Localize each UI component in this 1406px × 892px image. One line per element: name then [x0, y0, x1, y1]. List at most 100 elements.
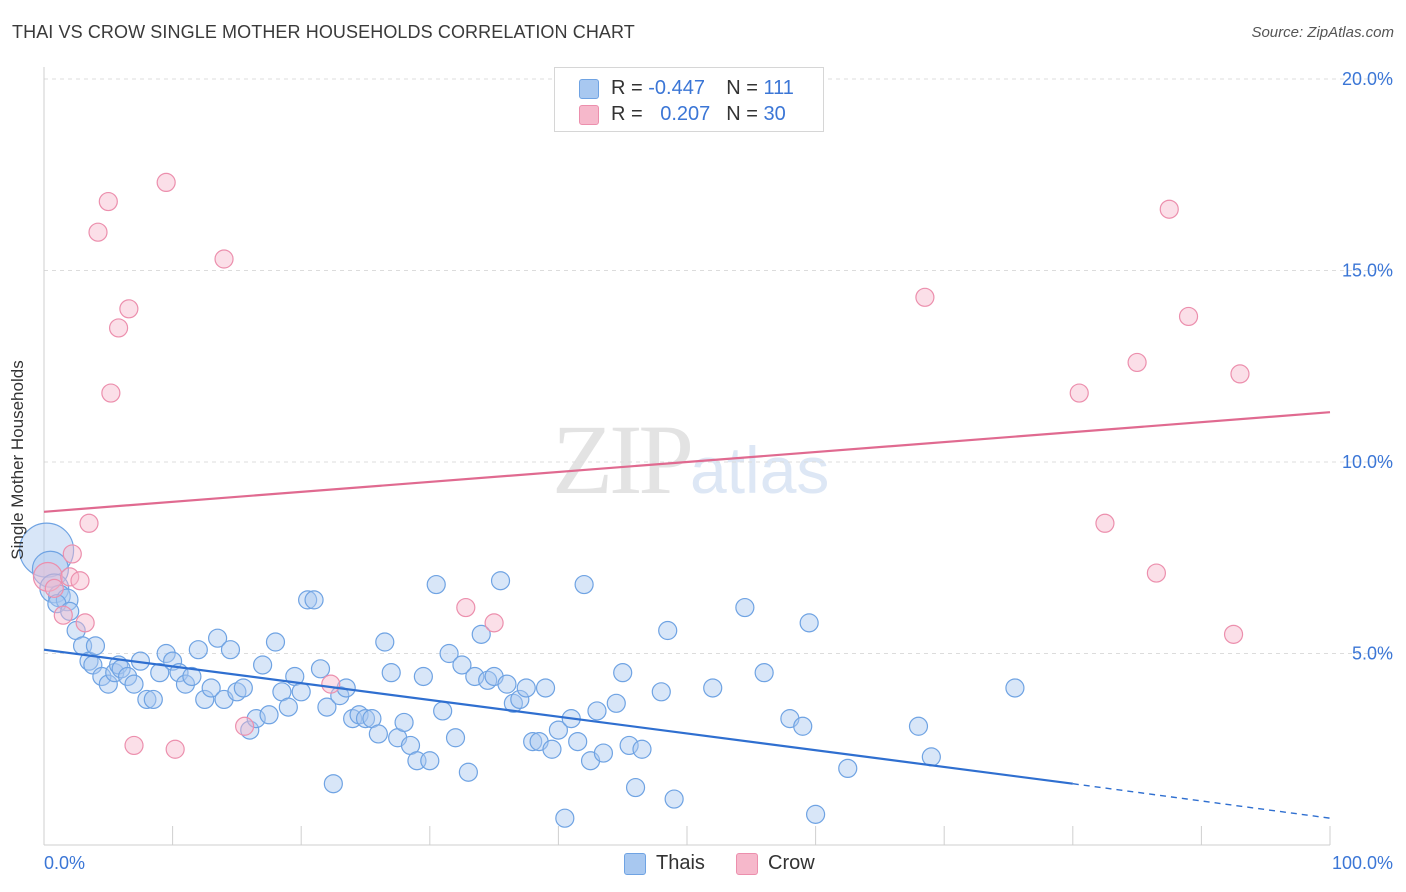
- point-thais: [793, 716, 813, 736]
- point-thais: [452, 655, 472, 675]
- point-thais: [548, 720, 569, 740]
- point-thais: [625, 777, 646, 798]
- point-thais: [394, 712, 414, 733]
- point-thais: [310, 659, 331, 679]
- point-thais: [664, 789, 684, 809]
- point-thais: [703, 678, 723, 698]
- point-thais: [523, 731, 543, 752]
- point-crow: [44, 578, 64, 598]
- point-thais: [516, 678, 536, 698]
- point-thais: [240, 720, 260, 740]
- point-crow: [321, 674, 341, 694]
- point-thais: [510, 689, 530, 710]
- point-crow: [75, 613, 95, 633]
- point-thais: [921, 747, 941, 767]
- point-crow: [124, 735, 144, 756]
- point-thais: [568, 731, 588, 752]
- chart-title: THAI VS CROW SINGLE MOTHER HOUSEHOLDS CO…: [12, 22, 635, 42]
- legend-swatch-crow: [736, 853, 758, 875]
- point-thais: [413, 666, 433, 687]
- legend-swatch-thais: [579, 79, 599, 99]
- point-thais: [265, 632, 286, 652]
- point-thais: [323, 774, 343, 794]
- point-thais: [31, 550, 70, 588]
- point-thais: [735, 597, 755, 618]
- point-thais: [137, 689, 157, 710]
- point-thais: [55, 588, 79, 612]
- point-crow: [98, 191, 118, 212]
- legend-n-label: N =: [726, 103, 758, 125]
- point-thais: [117, 666, 138, 687]
- point-thais: [98, 674, 118, 694]
- point-thais: [201, 678, 221, 698]
- point-thais: [182, 666, 202, 687]
- point-thais: [188, 640, 208, 660]
- legend-n-label: N =: [726, 77, 758, 99]
- point-thais: [445, 728, 466, 748]
- point-crow: [1095, 513, 1115, 533]
- point-thais: [593, 743, 614, 763]
- point-crow: [70, 571, 90, 591]
- point-thais: [439, 643, 459, 664]
- point-crow: [1223, 624, 1244, 644]
- point-crow: [62, 544, 82, 564]
- y-axis-label: Single Mother Households: [8, 360, 27, 560]
- point-crow: [1178, 306, 1199, 327]
- point-crow: [53, 605, 73, 625]
- point-thais: [619, 735, 639, 756]
- legend-text-thais: R = -0.447 N = 111: [611, 77, 794, 100]
- point-thais: [658, 620, 678, 641]
- legend-n-value: 30: [763, 103, 786, 125]
- point-thais: [613, 663, 633, 683]
- point-thais: [246, 709, 266, 729]
- point-thais: [555, 808, 575, 828]
- point-thais: [298, 590, 318, 610]
- point-crow: [915, 287, 935, 307]
- legend-n-value: 111: [763, 77, 794, 99]
- point-thais: [195, 689, 215, 710]
- point-thais: [375, 632, 395, 652]
- legend-label-thais: Thais: [656, 852, 705, 874]
- point-thais: [1005, 678, 1025, 698]
- chart-source: Source: ZipAtlas.com: [1251, 24, 1394, 41]
- point-crow: [101, 383, 121, 403]
- point-crow: [456, 597, 476, 618]
- point-crow: [1146, 563, 1166, 583]
- x-tick-label: 0.0%: [44, 853, 85, 873]
- point-crow: [1159, 199, 1179, 219]
- point-thais: [632, 739, 652, 759]
- legend-text-crow: R = 0.207 N = 30: [611, 103, 786, 126]
- point-thais: [490, 571, 511, 591]
- point-thais: [304, 590, 324, 610]
- point-thais: [574, 574, 594, 595]
- point-thais: [458, 762, 478, 782]
- point-thais: [92, 666, 112, 687]
- legend-swatch-thais: [624, 853, 646, 875]
- point-crow: [156, 172, 176, 193]
- point-thais: [805, 804, 826, 824]
- point-thais: [908, 716, 929, 736]
- y-tick-label: 15.0%: [1342, 261, 1393, 281]
- point-thais: [156, 643, 176, 664]
- point-crow: [119, 299, 139, 319]
- legend-r-value: -0.447: [648, 77, 705, 99]
- point-thais: [535, 678, 556, 698]
- point-crow: [214, 249, 234, 269]
- point-crow: [165, 739, 185, 759]
- point-thais: [754, 663, 774, 683]
- point-thais: [291, 682, 311, 702]
- y-tick-label: 5.0%: [1352, 644, 1393, 664]
- point-crow: [88, 222, 108, 242]
- point-crow: [108, 318, 129, 338]
- point-crow: [235, 716, 255, 736]
- point-thais: [838, 758, 858, 779]
- point-thais: [497, 674, 517, 694]
- watermark: ZIPatlas: [552, 402, 829, 517]
- point-thais: [259, 705, 279, 725]
- point-thais: [124, 674, 144, 694]
- point-thais: [278, 697, 298, 717]
- point-crow: [1127, 352, 1147, 373]
- legend-swatch-crow: [579, 105, 599, 125]
- point-thais: [143, 689, 163, 710]
